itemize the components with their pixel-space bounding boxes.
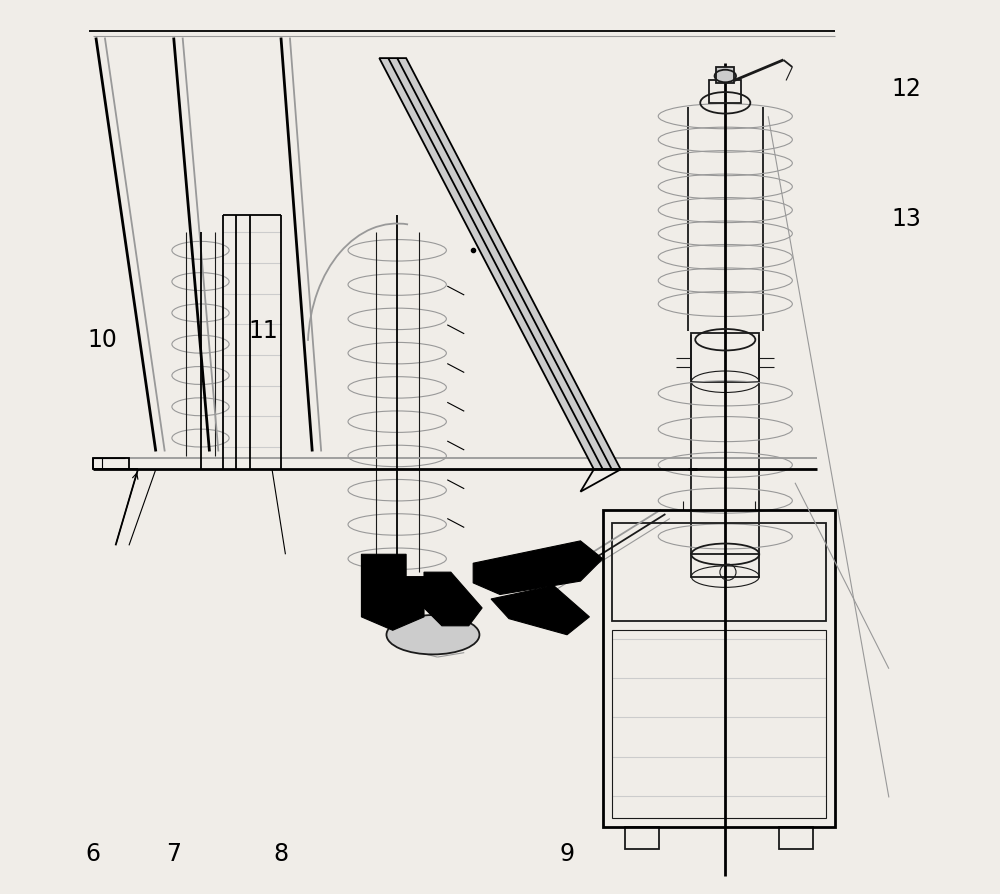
Bar: [691, 554, 759, 577]
Polygon shape: [491, 586, 589, 635]
Bar: [691, 333, 759, 382]
Bar: [612, 523, 826, 621]
Bar: [716, 67, 734, 83]
Bar: [779, 827, 813, 849]
Bar: [603, 510, 835, 827]
Text: 6: 6: [86, 842, 101, 865]
Bar: [612, 630, 826, 818]
Text: 11: 11: [248, 319, 278, 342]
Text: 13: 13: [892, 207, 922, 231]
Bar: [625, 827, 659, 849]
Polygon shape: [361, 554, 424, 630]
Bar: [93, 458, 129, 469]
Text: 7: 7: [166, 842, 181, 865]
Text: 12: 12: [892, 78, 922, 101]
Text: 10: 10: [87, 328, 117, 351]
Text: 9: 9: [560, 842, 575, 865]
Polygon shape: [379, 58, 621, 469]
Bar: [709, 80, 741, 103]
Ellipse shape: [386, 615, 479, 654]
Text: 8: 8: [273, 842, 289, 865]
Polygon shape: [473, 541, 603, 595]
Polygon shape: [424, 572, 482, 626]
